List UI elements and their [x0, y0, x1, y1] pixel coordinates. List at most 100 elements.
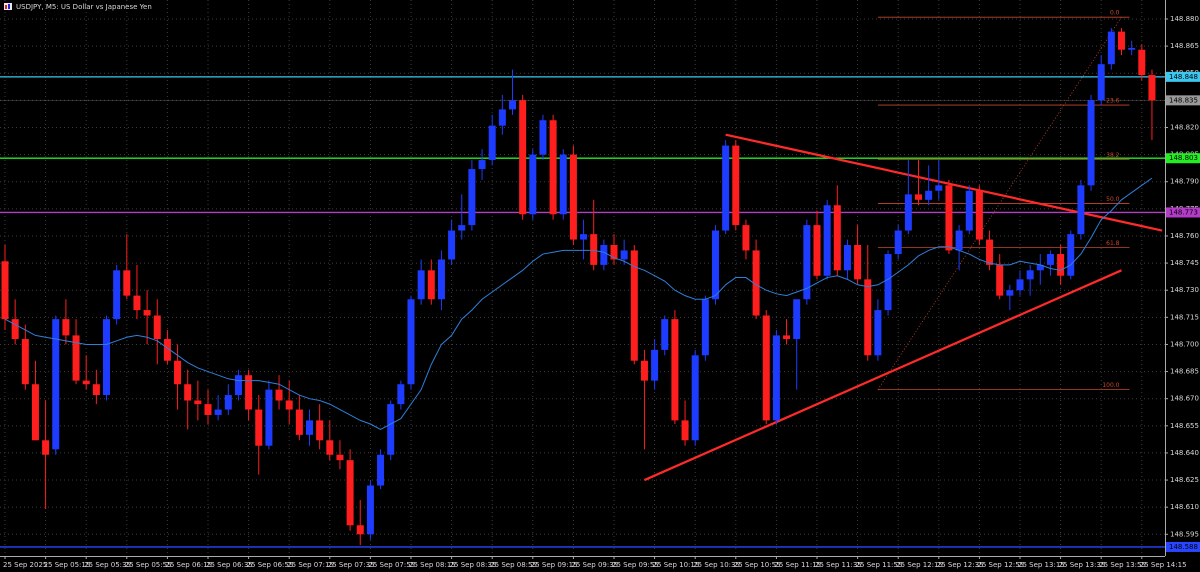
symbol-icon-bar [8, 4, 10, 9]
candle-layer [1, 28, 1156, 546]
candle-body [783, 335, 791, 340]
candle-body [265, 389, 273, 446]
candle-body [1097, 64, 1105, 101]
candle-body [813, 225, 821, 276]
x-tick-label: 25 Sep 09:55 [612, 561, 659, 569]
price-label-box [1166, 153, 1200, 164]
candle-body [803, 225, 811, 300]
candle-body [823, 205, 831, 276]
candle-body [1077, 185, 1085, 235]
candle-body [356, 525, 364, 535]
candle-body [275, 389, 283, 401]
candle-body [569, 154, 577, 240]
y-tick-label: 148.880 [1170, 15, 1199, 23]
candle-body [478, 160, 486, 170]
candle-body [224, 395, 232, 410]
candle-body [163, 339, 171, 361]
candle-body [21, 339, 29, 385]
candle-body [681, 420, 689, 441]
chart-title: USDJPY, M5: US Dollar vs Japanese Yen [16, 3, 152, 11]
candle-body [1148, 75, 1156, 101]
candle-body [651, 349, 659, 381]
candle-body [620, 250, 628, 260]
candle-body [133, 295, 141, 311]
candle-body [468, 169, 476, 226]
candle-body [793, 299, 801, 340]
candle-body [772, 335, 780, 421]
candle-body [874, 310, 882, 356]
symbol-icon-bar [5, 5, 7, 9]
candle-body [722, 145, 730, 231]
candle-body [925, 190, 933, 200]
candle-body [11, 319, 19, 340]
y-tick-label: 148.640 [1170, 449, 1199, 457]
candle-body [996, 264, 1004, 296]
x-tick-label: 25 Sep 14:15 [1140, 561, 1187, 569]
candle-body [245, 375, 253, 410]
x-tick-label: 25 Sep 12:35 [937, 561, 984, 569]
price-label: 148.803 [1169, 154, 1198, 162]
candle-body [610, 245, 618, 260]
x-tick-label: 25 Sep 07:55 [368, 561, 415, 569]
candle-body [458, 225, 466, 231]
candle-body [1036, 264, 1044, 271]
price-label-box [1166, 207, 1200, 218]
candle-body [1067, 234, 1075, 276]
candle-body [864, 279, 872, 356]
candle-body [661, 319, 669, 350]
candle-body [1118, 31, 1125, 50]
y-tick-label: 148.760 [1170, 232, 1199, 240]
candle-body [1057, 254, 1065, 276]
candle-body [630, 250, 638, 361]
candle-body [1046, 254, 1054, 265]
candle-body [397, 384, 405, 405]
candle-body [234, 375, 242, 396]
y-tick-label: 148.730 [1170, 286, 1199, 294]
candle-body [1128, 47, 1136, 50]
candle-body [843, 245, 851, 271]
grid-layer [0, 0, 1165, 556]
candle-body [31, 384, 39, 441]
candle-body [366, 485, 374, 535]
candle-body [854, 245, 862, 280]
candle-body [174, 360, 182, 385]
candle-body [732, 145, 740, 226]
candle-body [1006, 290, 1014, 296]
price-label: 148.848 [1169, 73, 1198, 81]
x-tick-label: 25 Sep 06:15 [165, 561, 212, 569]
x-tick-label: 25 Sep 06:55 [247, 561, 294, 569]
candle-body [52, 319, 60, 450]
candle-body [1087, 100, 1095, 186]
x-tick-label: 25 Sep 09:15 [531, 561, 578, 569]
candle-body [580, 234, 588, 240]
candle-body [417, 270, 425, 300]
candle-body [255, 409, 263, 446]
candle-body [701, 299, 709, 356]
candle-body [529, 154, 537, 215]
x-tick-label: 25 Sep 10:35 [693, 561, 740, 569]
candle-body [346, 460, 354, 526]
candle-body [62, 319, 70, 336]
candle-body [437, 259, 445, 300]
candle-body [975, 190, 983, 240]
trendline [725, 133, 1163, 232]
candle-body [184, 384, 192, 401]
x-tick-label: 25 Sep 05:15 [44, 561, 91, 569]
candle-body [539, 120, 547, 155]
candle-body [904, 194, 912, 231]
candle-body [498, 109, 506, 126]
candle-body [915, 194, 922, 200]
trendline [644, 269, 1122, 482]
candle-body [194, 400, 202, 405]
price-label: 148.588 [1169, 543, 1198, 551]
candle-body [204, 404, 212, 415]
candle-body [712, 230, 719, 300]
y-tick-label: 148.745 [1170, 259, 1199, 267]
candle-body [326, 440, 334, 455]
x-tick-label: 25 Sep 11:55 [856, 561, 903, 569]
x-tick-label: 25 Sep 10:55 [734, 561, 781, 569]
price-label: 148.835 [1169, 96, 1198, 104]
candle-body [955, 230, 963, 251]
candle-body [42, 440, 50, 455]
